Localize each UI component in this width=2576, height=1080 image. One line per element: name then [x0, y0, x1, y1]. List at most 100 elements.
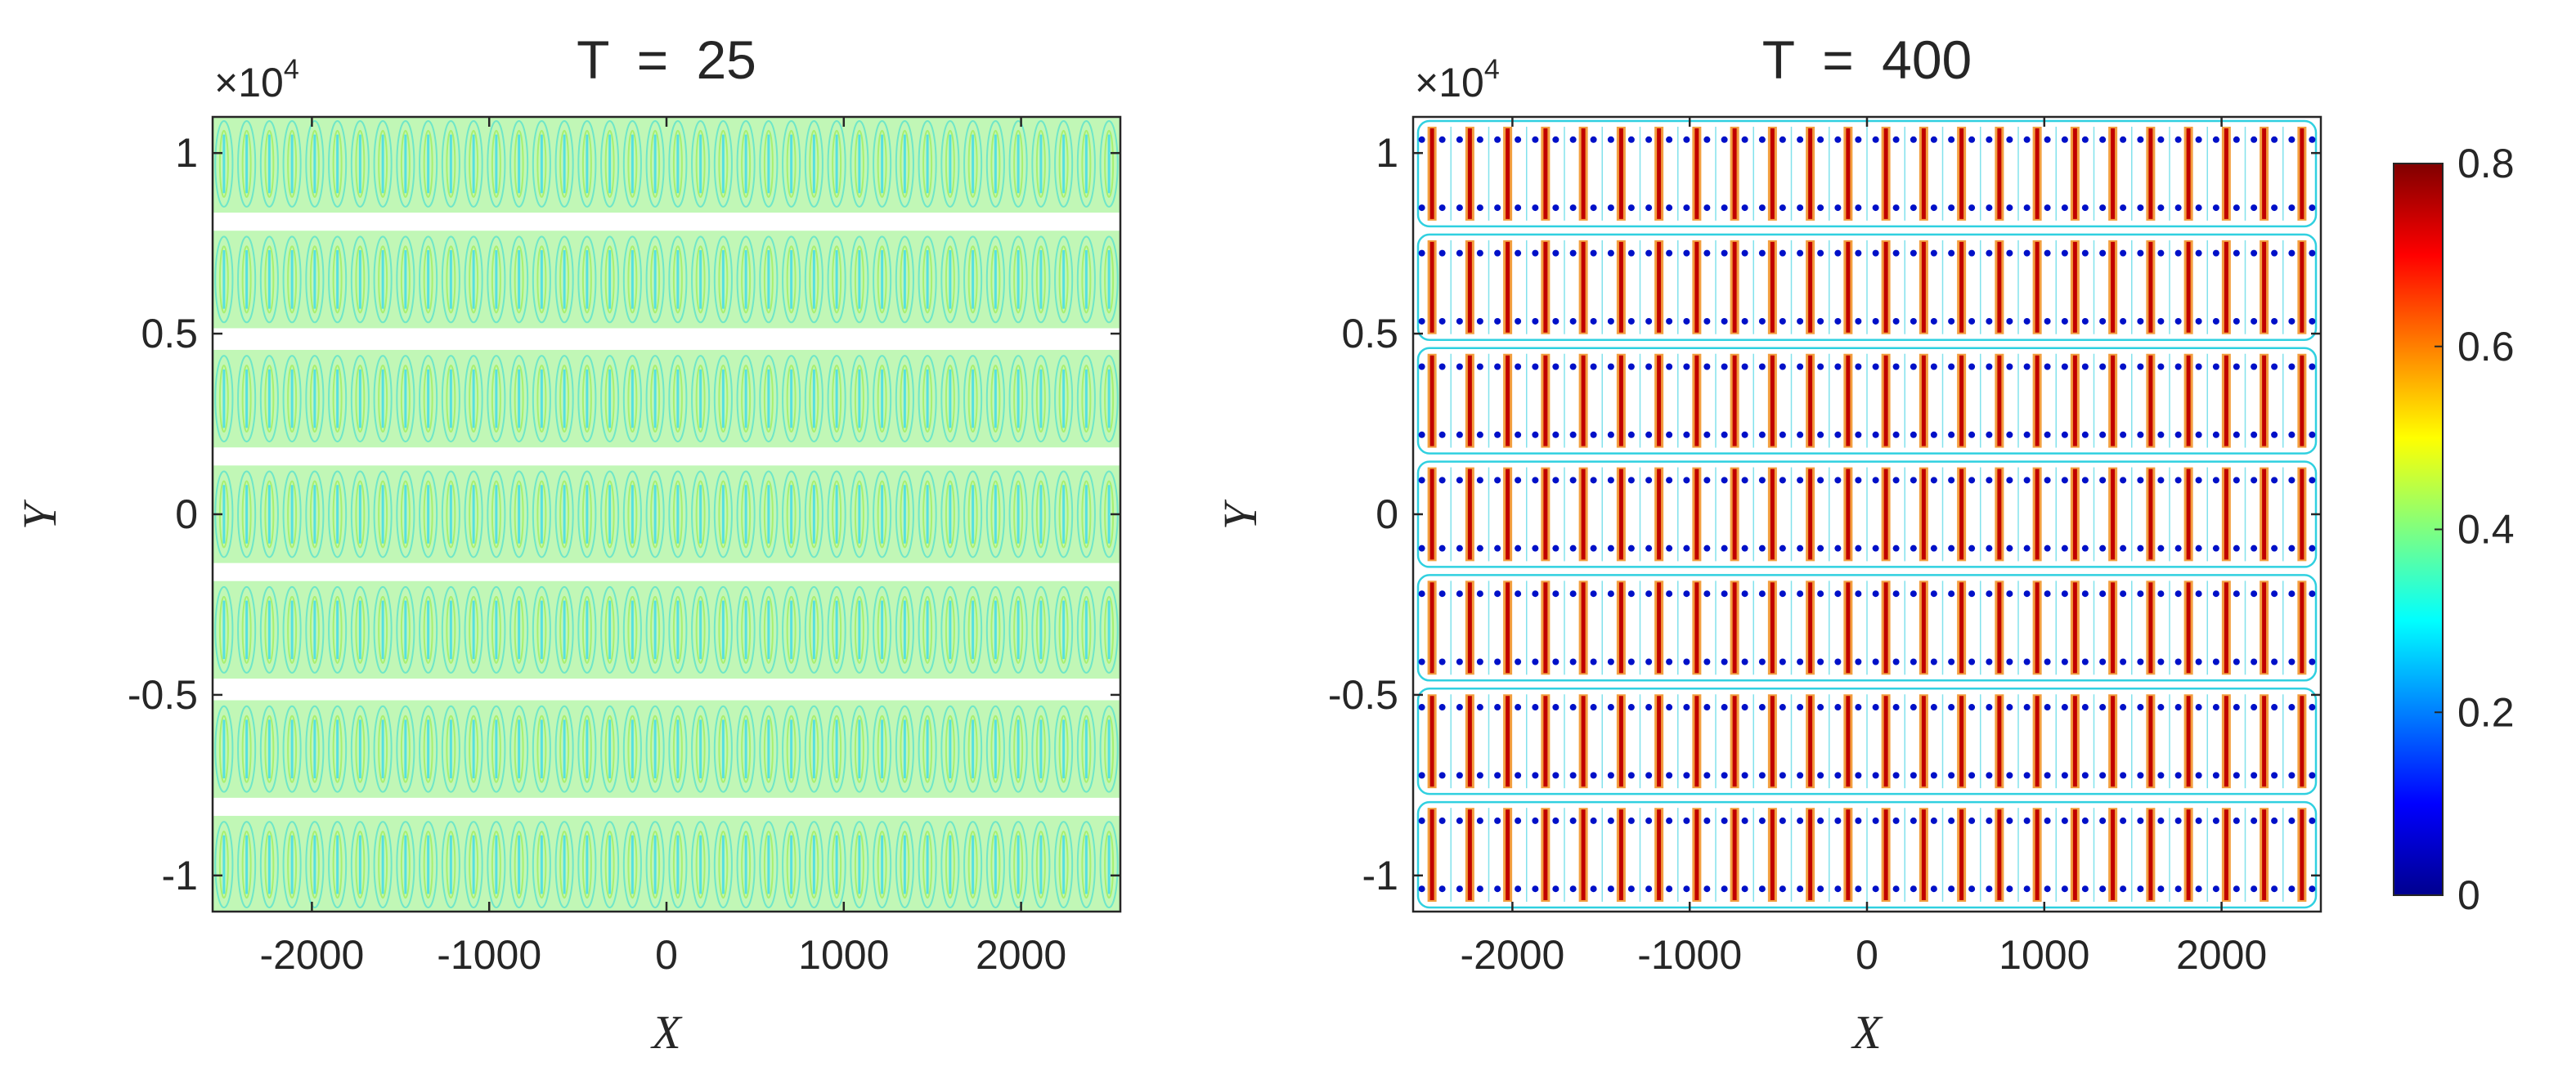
left-contour-loop — [804, 705, 824, 793]
left-contour-loop — [373, 821, 393, 909]
right-low-spot — [1532, 363, 1539, 370]
right-low-spot — [2288, 477, 2296, 484]
right-low-spot — [2044, 204, 2051, 212]
right-low-spot — [1438, 136, 1446, 143]
left-contour-loop — [350, 821, 370, 909]
right-low-spot — [2195, 249, 2202, 257]
right-low-spot — [2023, 658, 2031, 665]
right-low-spot — [2174, 772, 2182, 779]
right-low-spot — [1590, 704, 1597, 711]
right-low-spot — [1569, 885, 1577, 893]
right-low-spot — [2120, 590, 2127, 598]
left-contour-loop — [1054, 235, 1074, 324]
right-low-spot — [2081, 204, 2089, 212]
left-contour-loop-inner — [967, 129, 978, 198]
left-contour-loop — [259, 355, 279, 443]
left-contour-loop — [464, 821, 483, 909]
right-low-spot — [1494, 772, 1501, 779]
left-contour-loop — [963, 355, 983, 443]
left-contour-loop — [1031, 235, 1051, 324]
right-low-spot — [2157, 658, 2165, 665]
right-low-spot — [1930, 431, 1937, 438]
right-low-spot — [1855, 772, 1862, 779]
left-contour-loop — [985, 821, 1005, 909]
right-low-spot — [1703, 817, 1711, 824]
left-contour-loop — [918, 355, 937, 443]
left-contour-loop — [259, 585, 279, 674]
left-contour-loop — [1076, 821, 1096, 909]
right-low-spot — [1721, 817, 1728, 824]
right-low-spot — [2120, 544, 2127, 552]
right-low-spot — [1892, 204, 1900, 212]
left-contour-loop-inner — [786, 715, 797, 783]
right-low-spot — [1721, 136, 1728, 143]
right-low-spot — [1607, 590, 1614, 598]
left-contour-loop-inner — [446, 595, 456, 664]
right-low-spot — [2195, 317, 2202, 325]
left-contour-loop — [873, 470, 892, 558]
right-low-spot — [1797, 590, 1804, 598]
right-low-spot — [2006, 658, 2013, 665]
left-contour-layer — [213, 117, 1120, 912]
left-contour-loop — [600, 821, 620, 909]
right-low-spot — [1532, 817, 1539, 824]
left-contour-loop-inner — [559, 480, 570, 549]
right-low-spot — [2061, 249, 2068, 257]
left-contour-loop — [895, 470, 914, 558]
left-contour-loop — [985, 119, 1005, 208]
right-low-spot — [2195, 817, 2202, 824]
right-low-spot — [1779, 477, 1786, 484]
right-low-spot — [1779, 544, 1786, 552]
right-low-spot — [1910, 363, 1917, 370]
right-low-spot — [2081, 772, 2089, 779]
left-contour-loop-inner — [809, 129, 819, 198]
right-low-spot — [1703, 363, 1711, 370]
left-contour-loop-inner — [241, 129, 252, 198]
left-contour-loop — [622, 235, 642, 324]
left-contour-loop-inner — [922, 480, 933, 549]
right-low-spot — [1834, 204, 1842, 212]
left-contour-loop-inner — [900, 480, 910, 549]
right-low-spot — [2157, 363, 2165, 370]
left-contour-loop-inner — [763, 831, 774, 899]
right-low-spot — [2212, 590, 2219, 598]
right-low-spot — [1741, 136, 1748, 143]
right-low-spot — [2157, 431, 2165, 438]
right-low-spot — [1552, 477, 1560, 484]
right-low-spot — [2251, 363, 2258, 370]
left-contour-loop — [237, 821, 257, 909]
left-contour-loop-inner — [650, 480, 661, 549]
left-contour-loop — [963, 470, 983, 558]
left-contour-loop-inner — [1058, 129, 1069, 198]
left-contour-loop-inner — [741, 245, 752, 314]
left-contour-loop-inner — [309, 480, 320, 549]
left-contour-loop-inner — [627, 480, 638, 549]
left-contour-loop-inner — [446, 831, 456, 899]
right-low-spot — [2099, 136, 2107, 143]
right-low-spot — [2251, 590, 2258, 598]
right-low-spot — [1569, 590, 1577, 598]
left-contour-loop-inner — [264, 480, 275, 549]
left-contour-loop-inner — [967, 245, 978, 314]
left-contour-loop — [759, 470, 779, 558]
right-low-spot — [1968, 431, 1976, 438]
right-low-spot — [2099, 590, 2107, 598]
right-low-spot — [2023, 363, 2031, 370]
right-low-spot — [1515, 363, 1522, 370]
right-low-spot — [1797, 544, 1804, 552]
left-contour-loop-inner — [945, 129, 955, 198]
left-contour-loop-inner — [809, 831, 819, 899]
left-contour-loop-inner — [672, 831, 683, 899]
left-contour-loop-inner — [877, 831, 887, 899]
left-contour-loop — [918, 705, 937, 793]
right-low-spot — [2251, 885, 2258, 893]
right-low-spot — [1872, 590, 1879, 598]
left-contour-loop-inner — [945, 831, 955, 899]
right-low-spot — [1758, 431, 1766, 438]
right-low-spot — [2288, 658, 2296, 665]
right-low-spot — [2120, 817, 2127, 824]
left-x-axis-label: X — [650, 1006, 683, 1059]
right-low-spot — [1817, 204, 1824, 212]
right-low-spot — [1741, 658, 1748, 665]
right-low-spot — [1703, 317, 1711, 325]
